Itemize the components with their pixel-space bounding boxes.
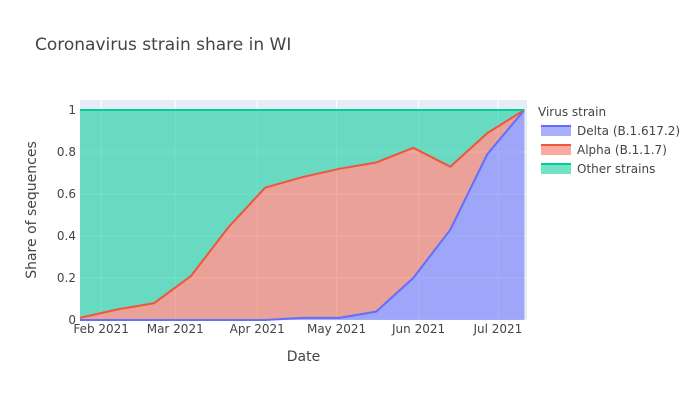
area-series (80, 110, 525, 320)
legend-swatch (541, 126, 571, 136)
x-tick-label: Apr 2021 (230, 322, 285, 336)
y-tick-label: 0.6 (57, 187, 76, 201)
x-tick-label: Jun 2021 (391, 322, 445, 336)
x-axis-label: Date (287, 349, 320, 365)
legend-title: Virus strain (538, 105, 606, 119)
series-lines (79, 109, 526, 321)
y-tick-label: 0 (68, 313, 76, 327)
legend-label: Other strains (577, 162, 655, 176)
legend-swatch (541, 145, 571, 155)
y-tick-label: 0.8 (57, 145, 76, 159)
legend-label: Delta (B.1.617.2) (577, 124, 680, 138)
series-line-1 (79, 109, 525, 319)
y-tick-labels: 0 0.2 0.4 0.6 0.8 1 (57, 103, 76, 327)
y-axis-label: Share of sequences (24, 141, 40, 279)
series-area-0 (80, 110, 525, 320)
legend-item: Other strains (541, 162, 655, 176)
legend-item: Delta (B.1.617.2) (541, 124, 680, 138)
x-tick-label: May 2021 (307, 322, 366, 336)
x-tick-label: Mar 2021 (147, 322, 204, 336)
x-tick-labels: Feb 2021 Mar 2021 Apr 2021 May 2021 Jun 2021… (73, 322, 522, 336)
x-tick-label: Jul 2021 (472, 322, 522, 336)
legend: Virus strain Delta (B.1.617.2) Alpha (B.1… (538, 105, 680, 176)
legend-item: Alpha (B.1.1.7) (541, 143, 667, 157)
y-tick-label: 0.2 (57, 271, 76, 285)
x-tick-label: Feb 2021 (73, 322, 129, 336)
legend-label: Alpha (B.1.1.7) (577, 143, 667, 157)
series-area-2 (80, 110, 525, 318)
y-tick-label: 0.4 (57, 229, 76, 243)
series-area-1 (80, 110, 525, 320)
chart-title: Coronavirus strain share in WI (35, 35, 291, 55)
y-tick-label: 1 (68, 103, 76, 117)
series-line-0 (80, 109, 526, 321)
legend-swatch (541, 164, 571, 174)
